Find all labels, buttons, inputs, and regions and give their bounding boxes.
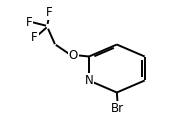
Text: F: F [31,31,38,44]
Text: F: F [26,16,32,29]
Text: Br: Br [111,102,124,115]
Text: O: O [69,49,78,62]
Text: F: F [46,6,53,19]
Text: N: N [85,74,93,87]
